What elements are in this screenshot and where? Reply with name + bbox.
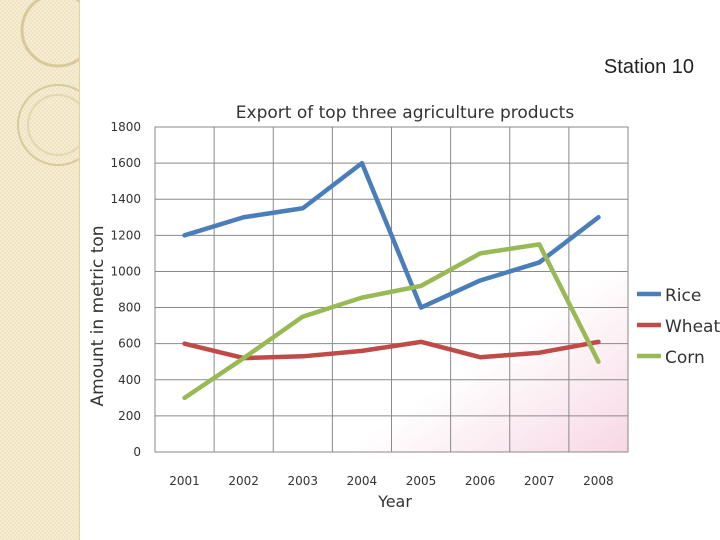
- x-tick-label: 2003: [288, 474, 319, 488]
- x-tick-label: 2008: [583, 474, 614, 488]
- series-line-corn: [182, 242, 601, 401]
- chart-title: Export of top three agriculture products: [236, 103, 575, 123]
- decorative-side-strip: [0, 0, 80, 540]
- y-tick-label: 1200: [110, 228, 141, 242]
- x-tick-label: 2005: [406, 474, 437, 488]
- x-tick-label: 2001: [169, 474, 200, 488]
- y-tick-label: 1800: [110, 120, 141, 134]
- x-axis-label: Year: [377, 492, 412, 511]
- y-tick-label: 600: [118, 337, 141, 351]
- x-tick-label: 2007: [524, 474, 555, 488]
- y-tick-label: 0: [133, 445, 141, 459]
- legend-label-wheat: Wheat: [665, 317, 720, 337]
- x-tick-label: 2006: [465, 474, 496, 488]
- y-tick-label: 400: [118, 373, 141, 387]
- station-label: Station 10: [603, 56, 694, 78]
- decorative-circles: [17, 0, 79, 166]
- x-tick-label: 2004: [347, 474, 378, 488]
- legend-label-corn: Corn: [665, 348, 705, 368]
- y-axis-label: Amount in metric ton: [88, 225, 108, 406]
- y-tick-label: 1600: [110, 156, 141, 170]
- y-tick-label: 200: [118, 409, 141, 423]
- y-tick-label: 1000: [110, 264, 141, 278]
- y-tick-label: 800: [118, 301, 141, 315]
- series-line-wheat: [182, 339, 601, 361]
- y-tick-label: 1400: [110, 192, 141, 206]
- series-line-rice: [182, 160, 601, 310]
- legend-label-rice: Rice: [665, 286, 701, 306]
- x-tick-label: 2002: [228, 474, 259, 488]
